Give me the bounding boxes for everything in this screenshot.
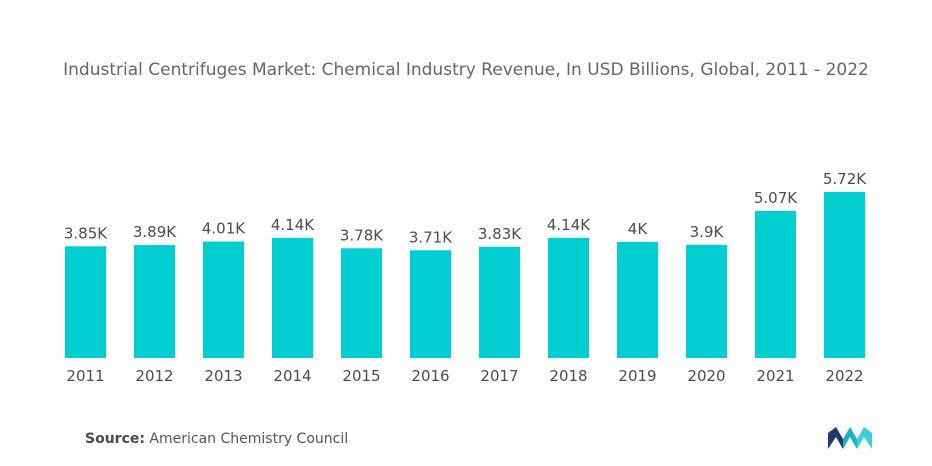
value-label-2011: 3.85K [64, 224, 108, 242]
source-note: Source: American Chemistry Council [85, 431, 348, 447]
value-label-2012: 3.89K [133, 223, 177, 241]
x-tick-label-2012: 2012 [135, 367, 173, 385]
x-tick-label-2016: 2016 [411, 367, 449, 385]
bar-2021 [755, 210, 796, 358]
bar-2011 [65, 246, 106, 358]
value-labels-group: 3.85K 3.89K 4.01K 4.14K 3.78K 3.71K 3.83K 4.14K… [64, 170, 867, 246]
bar-2022 [824, 192, 865, 358]
bar-2012 [134, 245, 175, 358]
x-tick-label-2013: 2013 [204, 367, 242, 385]
bar-2019 [617, 241, 658, 358]
value-label-2014: 4.14K [271, 216, 315, 234]
bar-2016 [410, 250, 451, 358]
source-text: American Chemistry Council [149, 431, 349, 447]
x-axis-labels-group: 2011 2012 2013 2014 2015 2016 2017 2018 2019 2020… [66, 367, 863, 385]
bar-2015 [341, 248, 382, 358]
bar-2014 [272, 237, 313, 358]
x-tick-label-2018: 2018 [549, 367, 587, 385]
bar-2020 [686, 244, 727, 358]
x-tick-label-2021: 2021 [756, 367, 794, 385]
x-tick-label-2020: 2020 [687, 367, 725, 385]
x-tick-label-2019: 2019 [618, 367, 656, 385]
value-label-2018: 4.14K [547, 216, 591, 234]
mordor-intelligence-logo-icon [828, 427, 872, 449]
x-tick-label-2022: 2022 [825, 367, 863, 385]
value-label-2021: 5.07K [754, 189, 798, 207]
x-tick-label-2014: 2014 [273, 367, 311, 385]
bars-group [65, 192, 865, 358]
x-tick-label-2015: 2015 [342, 367, 380, 385]
source-label: Source: [85, 431, 145, 447]
x-tick-label-2017: 2017 [480, 367, 518, 385]
value-label-2015: 3.78K [340, 226, 384, 244]
value-label-2013: 4.01K [202, 220, 246, 238]
value-label-2016: 3.71K [409, 228, 453, 246]
bar-2013 [203, 241, 244, 358]
value-label-2019: 4K [628, 220, 649, 238]
x-tick-label-2011: 2011 [66, 367, 104, 385]
value-label-2022: 5.72K [823, 170, 867, 188]
value-label-2020: 3.9K [690, 223, 725, 241]
value-label-2017: 3.83K [478, 225, 522, 243]
chart-title: Industrial Centrifuges Market: Chemical … [63, 60, 869, 80]
bar-2017 [479, 246, 520, 358]
bar-2018 [548, 237, 589, 358]
